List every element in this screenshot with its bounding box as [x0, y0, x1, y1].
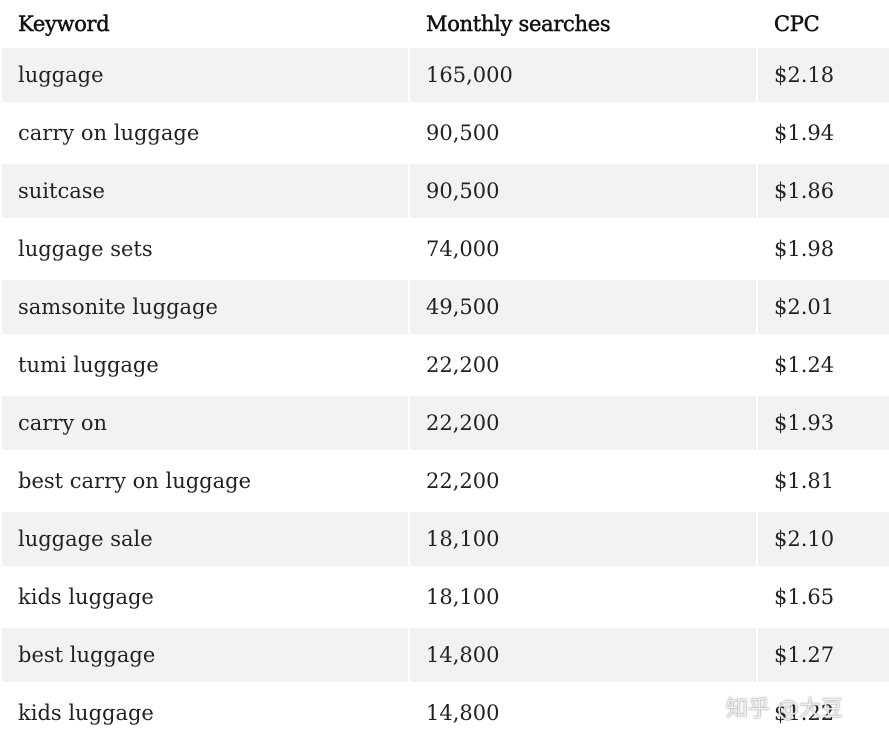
- searches-cell: 90,500: [410, 106, 756, 160]
- cpc-cell: $1.22: [758, 686, 889, 740]
- header-keyword: Keyword: [18, 12, 110, 37]
- keyword-cell: suitcase: [2, 164, 408, 218]
- searches-cell: 14,800: [410, 686, 756, 740]
- table-row: carry on 22,200 $1.93: [2, 396, 889, 450]
- keyword-cell: luggage sets: [2, 222, 408, 276]
- table-row: kids luggage 14,800 $1.22: [2, 686, 889, 740]
- cpc-cell: $1.93: [758, 396, 889, 450]
- table-row: best carry on luggage 22,200 $1.81: [2, 454, 889, 508]
- keyword-cell: kids luggage: [2, 686, 408, 740]
- searches-cell: 165,000: [410, 48, 756, 102]
- searches-cell: 22,200: [410, 396, 756, 450]
- searches-cell: 49,500: [410, 280, 756, 334]
- header-monthly-searches: Monthly searches: [426, 12, 611, 37]
- cpc-cell: $2.01: [758, 280, 889, 334]
- keyword-cell: samsonite luggage: [2, 280, 408, 334]
- searches-cell: 14,800: [410, 628, 756, 682]
- keyword-cell: best carry on luggage: [2, 454, 408, 508]
- cpc-cell: $1.27: [758, 628, 889, 682]
- keyword-cell: carry on: [2, 396, 408, 450]
- cpc-cell: $1.65: [758, 570, 889, 624]
- table-row: samsonite luggage 49,500 $2.01: [2, 280, 889, 334]
- table-row: luggage sets 74,000 $1.98: [2, 222, 889, 276]
- cpc-cell: $2.18: [758, 48, 889, 102]
- header-cpc: CPC: [774, 12, 820, 37]
- table-row: best luggage 14,800 $1.27: [2, 628, 889, 682]
- cpc-cell: $1.24: [758, 338, 889, 392]
- cpc-cell: $1.86: [758, 164, 889, 218]
- table-row: suitcase 90,500 $1.86: [2, 164, 889, 218]
- keyword-cell: luggage sale: [2, 512, 408, 566]
- searches-cell: 22,200: [410, 454, 756, 508]
- keyword-cell: luggage: [2, 48, 408, 102]
- searches-cell: 74,000: [410, 222, 756, 276]
- searches-cell: 18,100: [410, 512, 756, 566]
- cpc-cell: $1.98: [758, 222, 889, 276]
- searches-cell: 22,200: [410, 338, 756, 392]
- searches-cell: 18,100: [410, 570, 756, 624]
- table-row: kids luggage 18,100 $1.65: [2, 570, 889, 624]
- searches-cell: 90,500: [410, 164, 756, 218]
- table-row: luggage sale 18,100 $2.10: [2, 512, 889, 566]
- cpc-cell: $1.94: [758, 106, 889, 160]
- cpc-cell: $2.10: [758, 512, 889, 566]
- keyword-cell: kids luggage: [2, 570, 408, 624]
- cpc-cell: $1.81: [758, 454, 889, 508]
- table-row: luggage 165,000 $2.18: [2, 48, 889, 102]
- table-row: carry on luggage 90,500 $1.94: [2, 106, 889, 160]
- header-row: Keyword Monthly searches CPC: [2, 4, 889, 44]
- keyword-cell: carry on luggage: [2, 106, 408, 160]
- table-row: tumi luggage 22,200 $1.24: [2, 338, 889, 392]
- keyword-cell: tumi luggage: [2, 338, 408, 392]
- keyword-cell: best luggage: [2, 628, 408, 682]
